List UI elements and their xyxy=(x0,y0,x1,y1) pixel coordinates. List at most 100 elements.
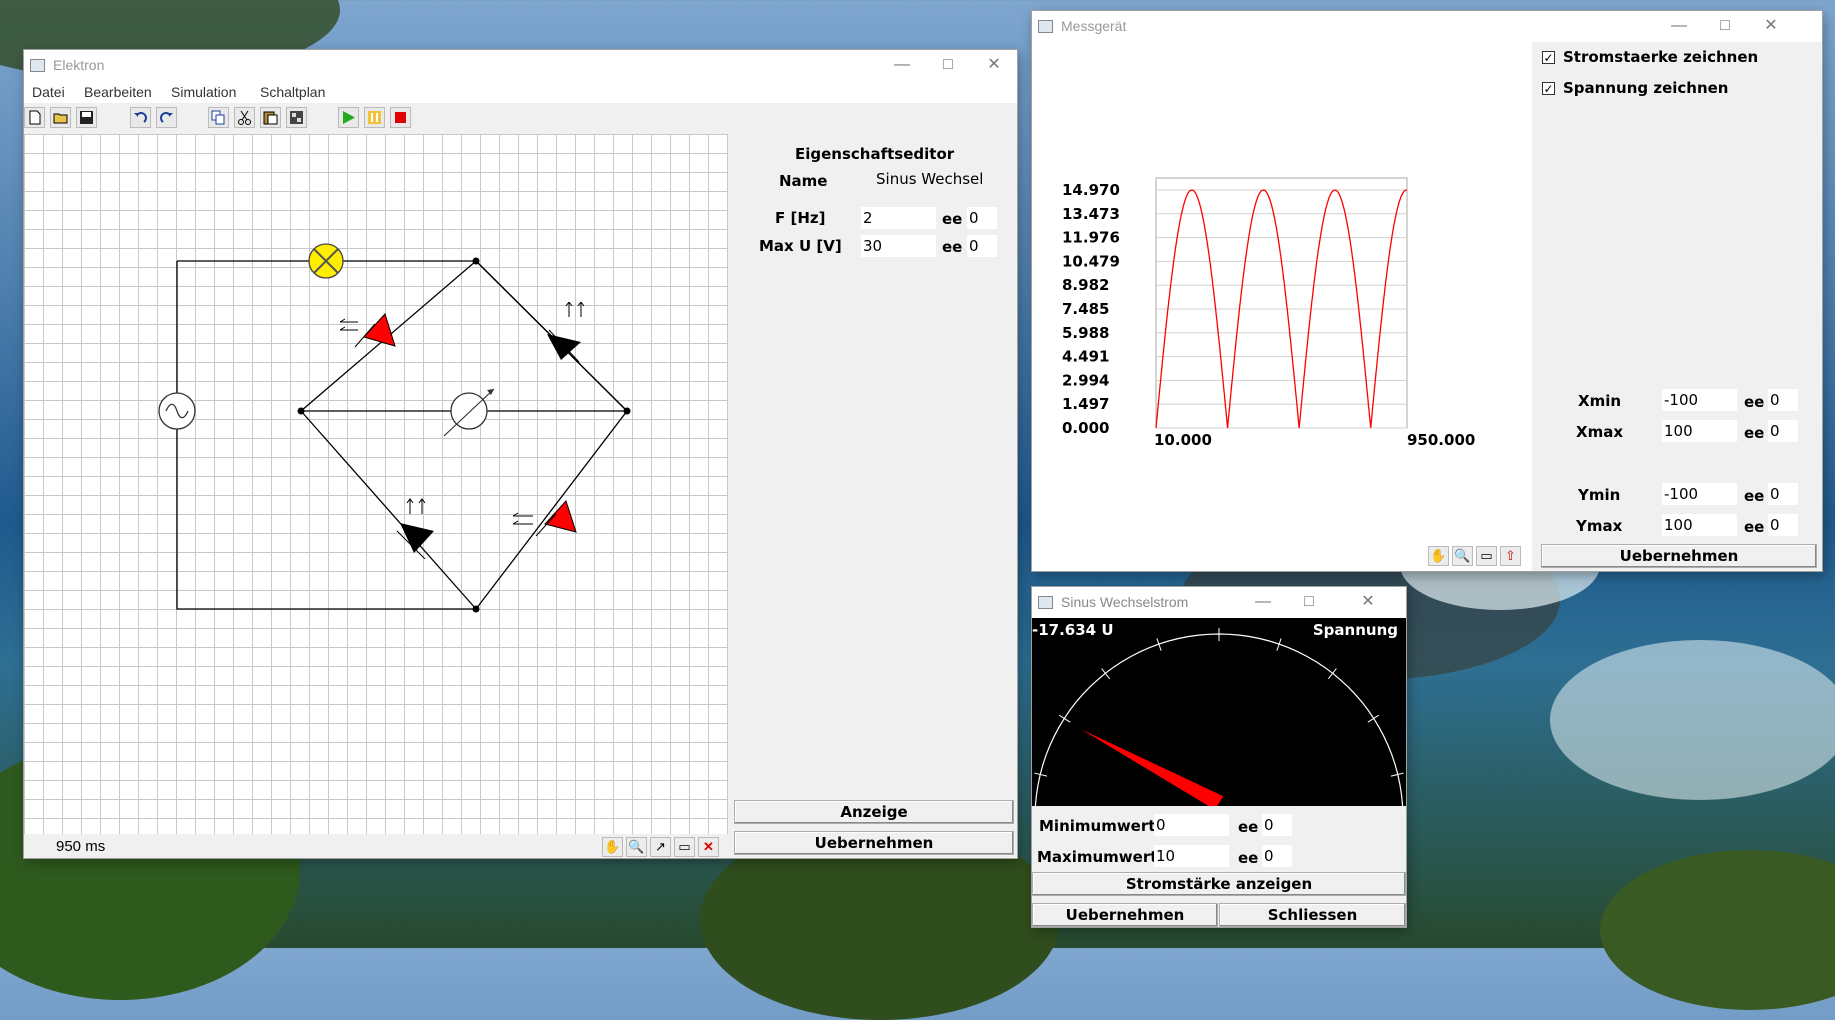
gauge-settings: Minimumwert ee Maximumwert ee Stromstärk… xyxy=(1032,806,1406,927)
stromstaerke-anzeigen-button[interactable]: Stromstärke anzeigen xyxy=(1032,872,1406,896)
close-button[interactable]: ✕ xyxy=(1361,593,1375,610)
delete-icon[interactable]: ✕ xyxy=(698,837,719,857)
gauge-needle xyxy=(1081,729,1224,806)
xmin-ee: ee xyxy=(1744,393,1765,411)
menu-schaltplan[interactable]: Schaltplan xyxy=(260,84,326,100)
select-rect-icon[interactable]: ▭ xyxy=(1476,546,1497,566)
gauge-dial xyxy=(1034,628,1404,806)
hand-icon[interactable]: ✋ xyxy=(1428,546,1449,566)
minimize-button[interactable]: — xyxy=(1255,593,1271,610)
ymax-label: Ymax xyxy=(1576,517,1623,535)
select-rect-icon[interactable]: ▭ xyxy=(674,837,695,857)
toolbar xyxy=(24,107,1017,129)
spannung-checkbox[interactable]: ✓ xyxy=(1542,82,1555,96)
maximize-button[interactable]: □ xyxy=(1304,593,1314,610)
voltage-series-line xyxy=(1155,189,1408,429)
max-ee: ee xyxy=(1238,849,1259,867)
name-value[interactable]: Sinus Wechsel xyxy=(876,170,984,188)
minimize-button[interactable]: — xyxy=(894,56,910,73)
property-editor: Eigenschaftseditor Name Sinus Wechsel F … xyxy=(731,134,1017,858)
menu-simulation[interactable]: Simulation xyxy=(171,84,237,100)
export-icon[interactable]: ⇧ xyxy=(1500,546,1521,566)
menu-bearbeiten[interactable]: Bearbeiten xyxy=(84,84,152,100)
sinus-apply-button[interactable]: Uebernehmen xyxy=(1032,903,1218,927)
led-bottom-left-icon[interactable] xyxy=(372,479,442,559)
xmax-ee: ee xyxy=(1744,424,1765,442)
elektron-titlebar[interactable]: Elektron — □ ✕ xyxy=(24,50,1017,81)
ymin-input[interactable] xyxy=(1662,483,1737,505)
paste-icon[interactable] xyxy=(260,107,281,128)
xmin-input[interactable] xyxy=(1662,389,1737,411)
min-input[interactable] xyxy=(1154,814,1229,836)
ymax-exp-input[interactable] xyxy=(1768,514,1798,536)
copy-icon[interactable] xyxy=(208,107,229,128)
max-input[interactable] xyxy=(1154,845,1229,867)
freq-input[interactable] xyxy=(861,207,936,229)
save-icon[interactable] xyxy=(76,107,97,128)
led-bottom-right-icon[interactable] xyxy=(508,496,588,556)
min-ee: ee xyxy=(1238,818,1259,836)
circuit-canvas[interactable] xyxy=(24,134,728,834)
schliessen-button[interactable]: Schliessen xyxy=(1219,903,1406,927)
sinus-titlebar[interactable]: Sinus Wechselstrom — □ ✕ xyxy=(1032,587,1406,618)
volt-exp-input[interactable] xyxy=(967,235,997,257)
menubar: Datei Bearbeiten Simulation Schaltplan xyxy=(24,81,1017,103)
meter-icon[interactable] xyxy=(434,381,504,441)
stromstaerke-checkbox[interactable]: ✓ xyxy=(1542,51,1555,65)
y-tick-label: 1.497 xyxy=(1062,395,1109,413)
volt-exp-label: ee xyxy=(942,238,963,256)
redo-icon[interactable] xyxy=(156,107,177,128)
stop-icon[interactable] xyxy=(390,107,411,128)
lamp-icon[interactable] xyxy=(306,241,346,281)
xmax-input[interactable] xyxy=(1662,420,1737,442)
xmin-exp-input[interactable] xyxy=(1768,389,1798,411)
open-folder-icon[interactable] xyxy=(50,107,71,128)
zoom-icon[interactable]: 🔍 xyxy=(1452,546,1473,566)
min-label: Minimumwert xyxy=(1039,817,1156,835)
app-icon xyxy=(1038,20,1053,33)
maximize-button[interactable]: □ xyxy=(1720,17,1730,34)
y-tick-label: 11.976 xyxy=(1062,229,1120,247)
gauge-tick xyxy=(1327,668,1337,680)
add-element-icon[interactable]: ↗ xyxy=(650,837,671,857)
max-exp-input[interactable] xyxy=(1262,845,1292,867)
freq-exp-input[interactable] xyxy=(967,207,997,229)
minimize-button[interactable]: — xyxy=(1671,17,1687,34)
ymin-exp-input[interactable] xyxy=(1768,483,1798,505)
undo-icon[interactable] xyxy=(130,107,151,128)
close-button[interactable]: ✕ xyxy=(987,56,1001,73)
voltage-chart: 14.970 13.473 11.976 10.479 8.982 7.485 5.988 4… xyxy=(1062,177,1475,449)
maximize-button[interactable]: □ xyxy=(943,56,953,73)
close-button[interactable]: ✕ xyxy=(1764,17,1778,34)
ymin-ee: ee xyxy=(1744,487,1765,505)
new-file-icon[interactable] xyxy=(24,107,45,128)
zoom-icon[interactable]: 🔍 xyxy=(626,837,647,857)
app-icon xyxy=(30,59,45,72)
elektron-window: Elektron — □ ✕ Datei Bearbeiten Simulati… xyxy=(24,50,1017,858)
ymax-input[interactable] xyxy=(1662,514,1737,536)
freq-exp-label: ee xyxy=(942,210,963,228)
led-top-left-icon[interactable] xyxy=(340,302,420,362)
chart-apply-button[interactable]: Uebernehmen xyxy=(1541,544,1817,568)
ac-source-icon[interactable] xyxy=(157,391,197,431)
min-exp-input[interactable] xyxy=(1262,814,1292,836)
play-icon[interactable] xyxy=(338,107,359,128)
y-tick-label: 13.473 xyxy=(1062,205,1120,223)
ymax-ee: ee xyxy=(1744,518,1765,536)
led-top-right-icon[interactable] xyxy=(539,302,609,377)
editor-apply-button[interactable]: Uebernehmen xyxy=(734,831,1014,855)
y-tick-label: 5.988 xyxy=(1062,324,1109,342)
hand-icon[interactable]: ✋ xyxy=(602,837,623,857)
anzeige-button[interactable]: Anzeige xyxy=(734,800,1014,824)
volt-input[interactable] xyxy=(861,235,936,257)
pause-icon[interactable] xyxy=(364,107,385,128)
messgeraet-titlebar[interactable]: Messgerät — □ ✕ xyxy=(1032,11,1822,42)
cut-icon[interactable] xyxy=(234,107,255,128)
select-all-icon[interactable] xyxy=(286,107,307,128)
messgeraet-window: Messgerät — □ ✕ 14.970 13.473 11.976 10.479… xyxy=(1032,11,1822,571)
xmax-exp-input[interactable] xyxy=(1768,420,1798,442)
gauge-tick xyxy=(1058,714,1071,723)
menu-datei[interactable]: Datei xyxy=(32,84,65,100)
gauge-tick xyxy=(1156,638,1162,651)
name-label: Name xyxy=(779,172,828,190)
